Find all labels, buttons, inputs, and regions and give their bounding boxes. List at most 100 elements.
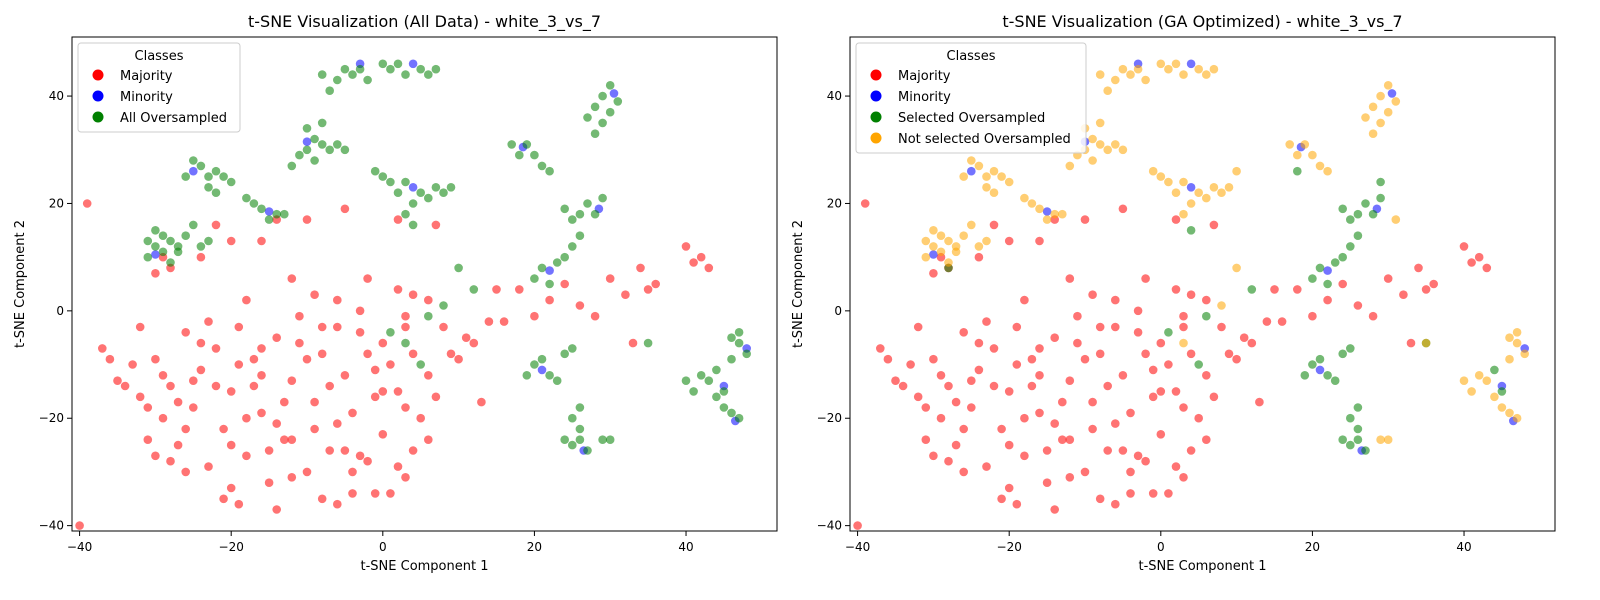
data-point <box>340 64 350 74</box>
data-point <box>1467 387 1476 396</box>
legend-box <box>855 42 1087 154</box>
data-point <box>1217 301 1226 310</box>
data-point <box>1179 473 1188 482</box>
data-point <box>974 252 984 262</box>
data-point <box>249 354 259 364</box>
data-point <box>1065 161 1075 171</box>
data-point <box>226 387 236 396</box>
data-point <box>598 91 607 101</box>
data-point <box>408 290 418 300</box>
data-point <box>583 446 592 455</box>
data-point <box>1308 311 1317 321</box>
data-point <box>196 252 206 262</box>
data-point <box>1103 446 1112 455</box>
data-point <box>605 107 615 117</box>
legend-marker <box>870 111 882 123</box>
data-point <box>1520 349 1529 359</box>
data-point <box>226 483 236 493</box>
data-point <box>1088 397 1097 407</box>
data-point <box>424 371 433 380</box>
data-point <box>1209 220 1219 230</box>
data-point <box>1330 258 1340 267</box>
data-point <box>605 435 615 445</box>
data-point <box>1156 172 1166 181</box>
data-point <box>921 403 931 412</box>
legend-label: All Oversampled <box>120 111 227 126</box>
data-point <box>1391 97 1401 106</box>
data-point <box>1391 215 1401 224</box>
data-point <box>310 134 319 144</box>
data-point <box>151 451 160 461</box>
data-point <box>264 478 274 488</box>
data-point <box>363 75 372 85</box>
data-point <box>151 269 160 278</box>
data-point <box>408 199 418 208</box>
data-point <box>1179 322 1188 332</box>
data-point <box>135 392 145 402</box>
data-point <box>302 145 312 155</box>
data-point <box>515 150 524 160</box>
data-point <box>742 349 751 359</box>
data-point <box>1459 376 1469 386</box>
data-point <box>545 279 554 289</box>
data-point <box>1202 193 1211 203</box>
data-point <box>568 344 577 353</box>
data-point <box>408 349 418 359</box>
data-point <box>416 413 426 423</box>
data-point <box>143 252 153 262</box>
data-point <box>295 150 304 160</box>
data-point <box>545 371 554 380</box>
data-point <box>967 220 976 230</box>
data-point <box>1346 440 1355 450</box>
data-point <box>1020 413 1029 423</box>
data-point <box>1202 435 1211 445</box>
data-point <box>348 489 357 498</box>
data-point <box>853 521 862 530</box>
data-point <box>1156 430 1166 439</box>
data-point <box>1164 177 1173 187</box>
data-point <box>1323 371 1332 380</box>
data-point <box>98 344 107 353</box>
data-point <box>1512 413 1522 423</box>
data-point <box>295 338 304 348</box>
data-point <box>1012 499 1022 509</box>
data-point <box>944 258 953 267</box>
data-point <box>876 344 885 353</box>
data-point <box>959 231 968 240</box>
data-point <box>211 344 221 353</box>
data-point <box>1004 387 1014 396</box>
data-point <box>143 435 153 445</box>
data-point <box>1482 263 1492 273</box>
data-point <box>598 118 607 128</box>
data-point <box>1399 290 1408 300</box>
data-point <box>1368 129 1378 138</box>
data-point <box>1164 360 1173 369</box>
data-point <box>929 226 938 235</box>
y-tick-label: −20 <box>817 411 842 425</box>
data-point <box>1353 209 1363 219</box>
data-point <box>1148 166 1158 176</box>
data-point <box>1133 451 1143 461</box>
y-tick-label: 0 <box>56 304 64 318</box>
data-point <box>211 188 221 197</box>
data-point <box>1118 204 1128 214</box>
data-point <box>590 311 600 321</box>
data-point <box>712 365 721 375</box>
data-point <box>173 247 183 257</box>
data-point <box>302 124 312 133</box>
series-majority <box>75 199 714 530</box>
data-point <box>234 360 244 369</box>
data-point <box>734 338 744 348</box>
data-point <box>105 354 115 364</box>
legend-label: Majority <box>120 69 173 84</box>
data-point <box>1095 494 1105 504</box>
data-point <box>1338 279 1347 289</box>
data-point <box>340 204 350 214</box>
x-tick-label: 0 <box>379 540 387 554</box>
data-point <box>605 274 615 283</box>
data-point <box>378 59 388 69</box>
data-point <box>1058 209 1067 219</box>
data-point <box>1141 349 1150 359</box>
data-point <box>143 236 153 246</box>
data-point <box>712 392 721 402</box>
